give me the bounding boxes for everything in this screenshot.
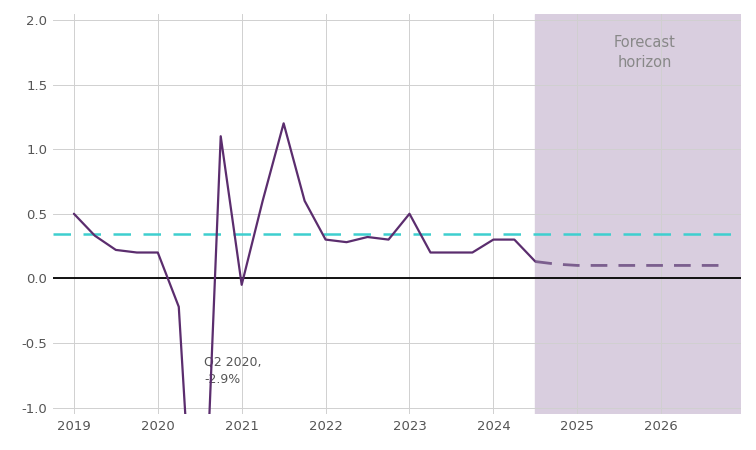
- Bar: [535, 14, 745, 414]
- Text: Q2 2020,
-2.9%: Q2 2020, -2.9%: [204, 356, 262, 386]
- Text: Forecast
horizon: Forecast horizon: [613, 36, 675, 70]
